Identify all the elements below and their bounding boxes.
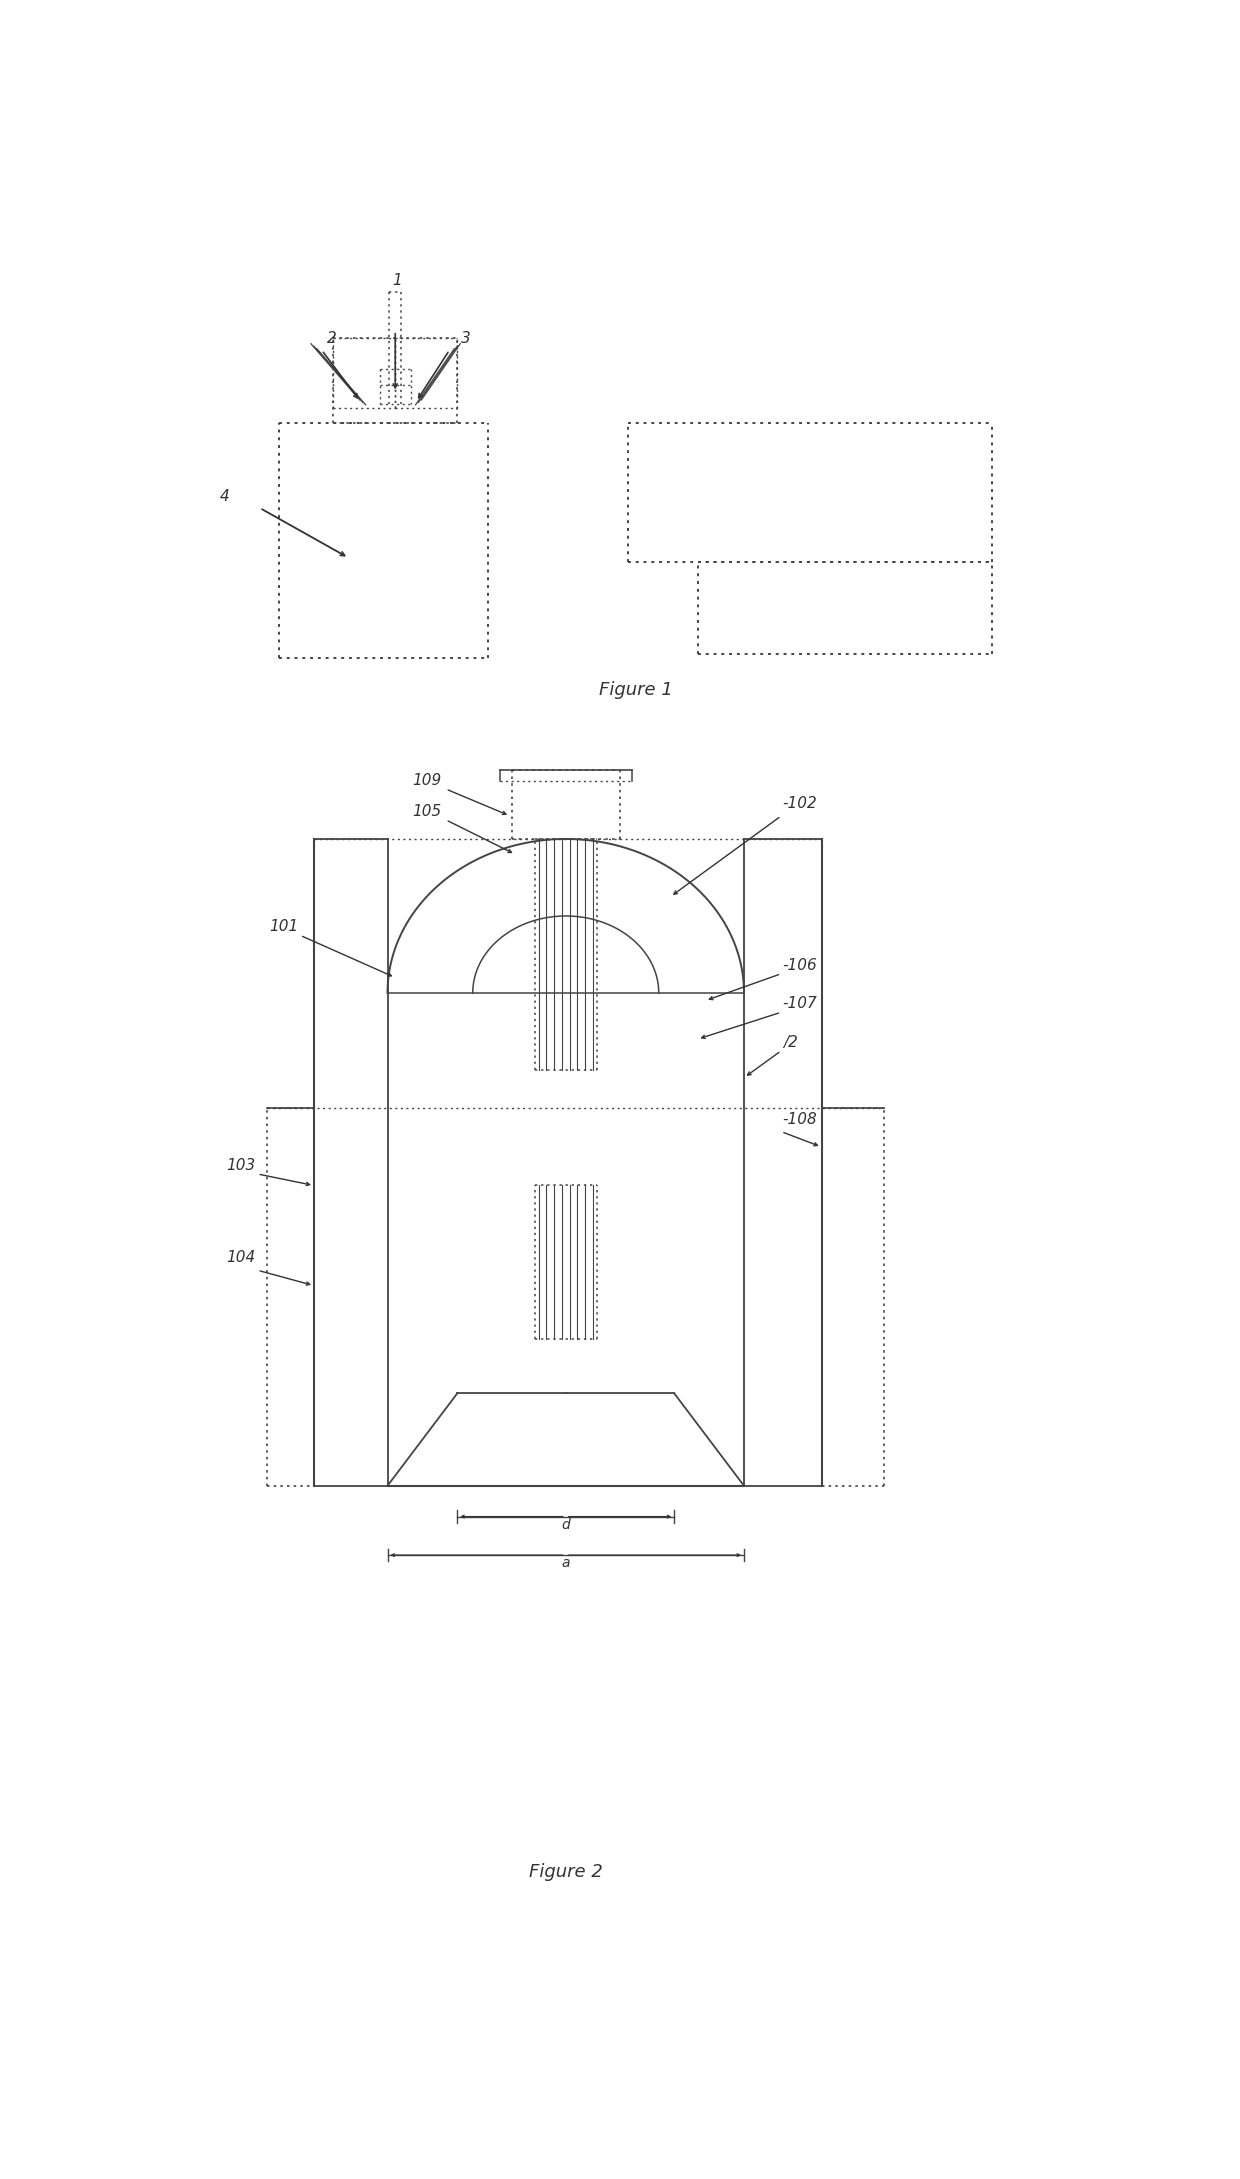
Text: Figure 2: Figure 2 [528,1863,603,1880]
Text: -108: -108 [782,1111,817,1127]
Text: d: d [562,1519,570,1532]
Text: 1: 1 [392,272,402,288]
Text: 3: 3 [461,331,471,346]
Text: 2: 2 [327,331,337,346]
Text: 101: 101 [269,920,299,935]
Text: 103: 103 [227,1157,255,1172]
Text: /2: /2 [782,1035,797,1050]
Text: -102: -102 [782,795,817,811]
Text: -107: -107 [782,996,817,1011]
Text: 104: 104 [227,1251,255,1266]
Text: 105: 105 [413,804,441,819]
Text: 4: 4 [219,488,229,503]
Text: Figure 1: Figure 1 [599,682,672,699]
Text: a: a [562,1556,570,1571]
Text: -106: -106 [782,959,817,972]
Text: 109: 109 [413,774,441,789]
